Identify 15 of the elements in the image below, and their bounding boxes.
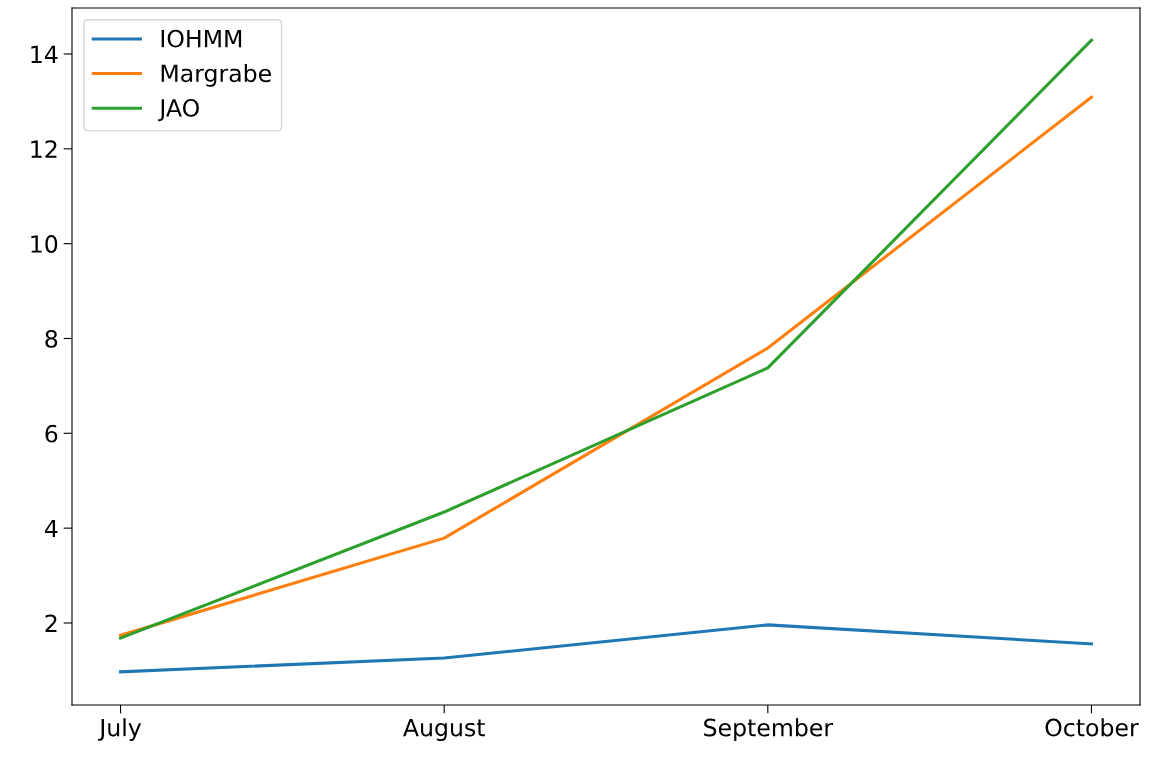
x-tick-label: September xyxy=(704,718,834,742)
y-tick-label: 4 xyxy=(44,519,58,538)
y-tick-label: 6 xyxy=(45,424,58,443)
x-tick-label: October xyxy=(1045,718,1139,737)
y-tick-label: 8 xyxy=(45,329,58,348)
y-tick-label: 10 xyxy=(31,235,58,253)
x-tick-label: July xyxy=(98,718,142,742)
y-tick-label: 14 xyxy=(31,45,58,63)
y-tick-label: 2 xyxy=(45,614,57,632)
legend-label: Margrabe xyxy=(161,63,271,87)
legend-label: JAO xyxy=(158,98,199,122)
line-series xyxy=(119,623,1093,674)
y-tick-label: 12 xyxy=(31,140,57,158)
legend-label: IOHMM xyxy=(161,29,242,48)
x-tick-label: August xyxy=(403,718,485,742)
